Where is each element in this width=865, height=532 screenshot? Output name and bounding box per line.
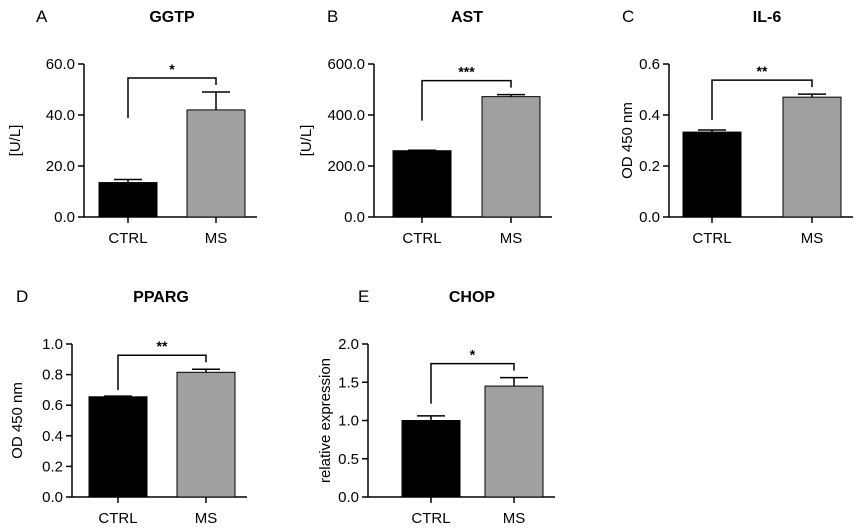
chart-title: AST xyxy=(451,9,483,26)
significance-label: ** xyxy=(157,338,168,354)
panel-letter: B xyxy=(327,7,338,26)
bar-ctrl xyxy=(682,131,742,218)
y-tick-label: 200.0 xyxy=(327,158,365,175)
y-axis-label: [U/L] xyxy=(7,125,24,157)
panel-c: C IL-6 0.0 0.2 0.4 0.6 OD 450 nm CTRL MS ** xyxy=(619,7,853,247)
y-tick-label: 0.4 xyxy=(639,107,660,124)
bar-ms xyxy=(782,96,842,218)
y-tick-label: 400.0 xyxy=(327,107,365,124)
y-tick-label: 1.5 xyxy=(338,374,359,391)
bar-ms xyxy=(481,96,541,218)
y-axis-label: OD 450 nm xyxy=(619,102,636,179)
panel-a: A GGTP 0.0 20.0 40.0 60.0 [U/L] CTRL MS * xyxy=(7,7,257,247)
bar-ctrl xyxy=(401,420,461,498)
bar-ctrl xyxy=(98,182,158,218)
bar-ms xyxy=(186,109,246,218)
y-tick-label: 600.0 xyxy=(327,56,365,73)
chart-title: CHOP xyxy=(449,289,496,306)
x-tick-label: MS xyxy=(503,510,526,527)
y-tick-label: 0.5 xyxy=(338,451,359,468)
y-axis-label: [U/L] xyxy=(298,125,315,157)
significance-bracket xyxy=(127,77,217,119)
y-tick-label: 0.0 xyxy=(338,489,359,506)
y-tick-label: 0.6 xyxy=(42,397,63,414)
x-tick-label: CTRL xyxy=(108,230,147,247)
x-tick-label: CTRL xyxy=(692,230,731,247)
y-axis-label: relative expression xyxy=(317,358,334,483)
y-tick-label: 0.8 xyxy=(42,367,63,384)
panel-letter: D xyxy=(16,287,28,306)
panel-b: B AST 0.0 200.0 400.0 600.0 [U/L] CTRL MS *** xyxy=(298,7,552,247)
x-tick-label: CTRL xyxy=(411,510,450,527)
y-tick-label: 60.0 xyxy=(46,56,75,73)
y-tick-label: 0.2 xyxy=(639,158,660,175)
x-tick-label: CTRL xyxy=(98,510,137,527)
panel-letter: A xyxy=(36,7,48,26)
y-tick-label: 0.0 xyxy=(344,209,365,226)
significance-bracket xyxy=(430,362,515,404)
y-tick-label: 20.0 xyxy=(46,158,75,175)
y-tick-label: 0.0 xyxy=(54,209,75,226)
chart-title: GGTP xyxy=(149,9,195,26)
panel-letter: C xyxy=(622,7,634,26)
panel-d: D PPARG 0.0 0.2 0.4 0.6 0.8 1.0 OD 450 nm CTRL MS *… xyxy=(9,287,247,527)
y-tick-label: 40.0 xyxy=(46,107,75,124)
significance-label: * xyxy=(169,61,175,77)
x-tick-label: MS xyxy=(801,230,824,247)
chart-title: PPARG xyxy=(133,289,189,306)
panel-letter: E xyxy=(358,287,369,306)
significance-label: * xyxy=(470,347,476,363)
y-tick-label: 2.0 xyxy=(338,336,359,353)
x-tick-label: MS xyxy=(500,230,523,247)
y-tick-label: 0.0 xyxy=(639,209,660,226)
y-tick-label: 0.4 xyxy=(42,428,63,445)
y-tick-label: 1.0 xyxy=(42,336,63,353)
bar-ms xyxy=(484,385,544,498)
y-tick-label: 0.2 xyxy=(42,458,63,475)
bar-ms xyxy=(176,371,236,498)
y-tick-label: 0.6 xyxy=(639,56,660,73)
y-axis-label: OD 450 nm xyxy=(9,382,26,459)
significance-bracket xyxy=(117,354,207,391)
x-tick-label: MS xyxy=(195,510,218,527)
significance-bracket xyxy=(711,79,813,121)
bar-ctrl xyxy=(88,396,148,498)
significance-label: ** xyxy=(757,63,768,79)
significance-bracket xyxy=(421,79,512,121)
x-tick-label: CTRL xyxy=(402,230,441,247)
significance-label: *** xyxy=(458,64,475,80)
y-tick-label: 0.0 xyxy=(42,489,63,506)
y-tick-label: 1.0 xyxy=(338,413,359,430)
chart-title: IL-6 xyxy=(753,9,782,26)
bar-ctrl xyxy=(392,150,452,218)
x-tick-label: MS xyxy=(205,230,228,247)
